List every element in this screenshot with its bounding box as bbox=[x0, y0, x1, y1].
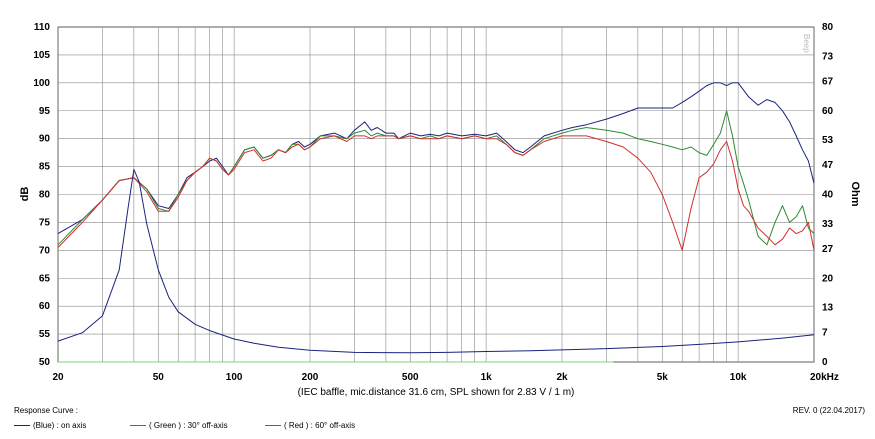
response-curve-title: Response Curve : bbox=[14, 406, 79, 415]
legend-swatch-red bbox=[265, 425, 281, 426]
series-on-axis bbox=[57, 82, 815, 235]
y2-axis-label: Ohm bbox=[849, 181, 861, 206]
y2-tick-label: 0 bbox=[822, 357, 828, 368]
y2-axis-ticks: 80 73 67 60 53 47 40 33 27 20 13 7 0 bbox=[822, 22, 834, 368]
legend-label-red: ( Red ) : 60° off-axis bbox=[284, 421, 356, 430]
legend-label-green: ( Green ) : 30° off-axis bbox=[149, 421, 228, 430]
y-tick-label: 70 bbox=[39, 245, 51, 256]
y2-tick-label: 20 bbox=[822, 273, 834, 284]
series-60-off-axis bbox=[57, 135, 815, 251]
y2-tick-label: 80 bbox=[822, 22, 834, 33]
series-impedance bbox=[57, 168, 815, 354]
y-axis-ticks: 110 105 100 95 90 85 80 75 70 65 60 55 50 bbox=[33, 22, 50, 368]
watermark: Beep bbox=[802, 34, 811, 53]
x-tick-label: 50 bbox=[153, 372, 165, 383]
x-tick-label: 20 bbox=[52, 372, 64, 383]
legend-swatch-blue bbox=[14, 425, 30, 426]
y2-tick-label: 67 bbox=[822, 76, 834, 87]
y2-tick-label: 27 bbox=[822, 244, 834, 255]
legend-item-red: ( Red ) : 60° off-axis bbox=[265, 421, 355, 430]
x-tick-label: 5k bbox=[657, 372, 669, 383]
y2-tick-label: 33 bbox=[822, 219, 834, 230]
y-tick-label: 75 bbox=[39, 217, 51, 228]
legend-swatch-green bbox=[130, 425, 146, 426]
y-tick-label: 65 bbox=[39, 273, 51, 284]
chart-caption: (IEC baffle, mic.distance 31.6 cm, SPL s… bbox=[298, 387, 575, 398]
y-axis-label: dB bbox=[19, 187, 31, 202]
y-tick-label: 55 bbox=[39, 329, 51, 340]
y-tick-label: 90 bbox=[39, 134, 51, 145]
x-tick-label: 2k bbox=[556, 372, 568, 383]
series-lines bbox=[57, 82, 815, 363]
y2-tick-label: 13 bbox=[822, 303, 834, 314]
x-tick-label: 10k bbox=[730, 372, 747, 383]
y-tick-label: 60 bbox=[39, 301, 51, 312]
y-tick-label: 50 bbox=[39, 357, 51, 368]
y2-tick-label: 60 bbox=[822, 106, 834, 117]
x-tick-label: 20kHz bbox=[810, 372, 839, 383]
legend-item-blue: (Blue) : on axis bbox=[14, 421, 86, 430]
revision-label: REV. 0 (22.04.2017) bbox=[792, 406, 865, 415]
y2-tick-label: 47 bbox=[822, 160, 834, 171]
y2-tick-label: 40 bbox=[822, 190, 834, 201]
y-tick-label: 95 bbox=[39, 106, 51, 117]
x-tick-label: 500 bbox=[402, 372, 419, 383]
y-tick-label: 110 bbox=[34, 22, 51, 33]
y2-tick-label: 73 bbox=[822, 51, 834, 62]
x-axis-ticks: 20 50 100 200 500 1k 2k 5k 10k 20kHz bbox=[52, 372, 838, 383]
y-tick-label: 85 bbox=[39, 162, 51, 173]
y2-tick-label: 7 bbox=[822, 328, 828, 339]
x-tick-label: 1k bbox=[481, 372, 493, 383]
y-tick-label: 105 bbox=[33, 50, 50, 61]
legend-item-green: ( Green ) : 30° off-axis bbox=[130, 421, 228, 430]
x-tick-label: 200 bbox=[302, 372, 319, 383]
x-tick-label: 100 bbox=[226, 372, 243, 383]
y2-tick-label: 53 bbox=[822, 135, 834, 146]
y-tick-label: 100 bbox=[33, 78, 50, 89]
y-tick-label: 80 bbox=[39, 190, 51, 201]
legend-label-blue: (Blue) : on axis bbox=[33, 421, 87, 430]
